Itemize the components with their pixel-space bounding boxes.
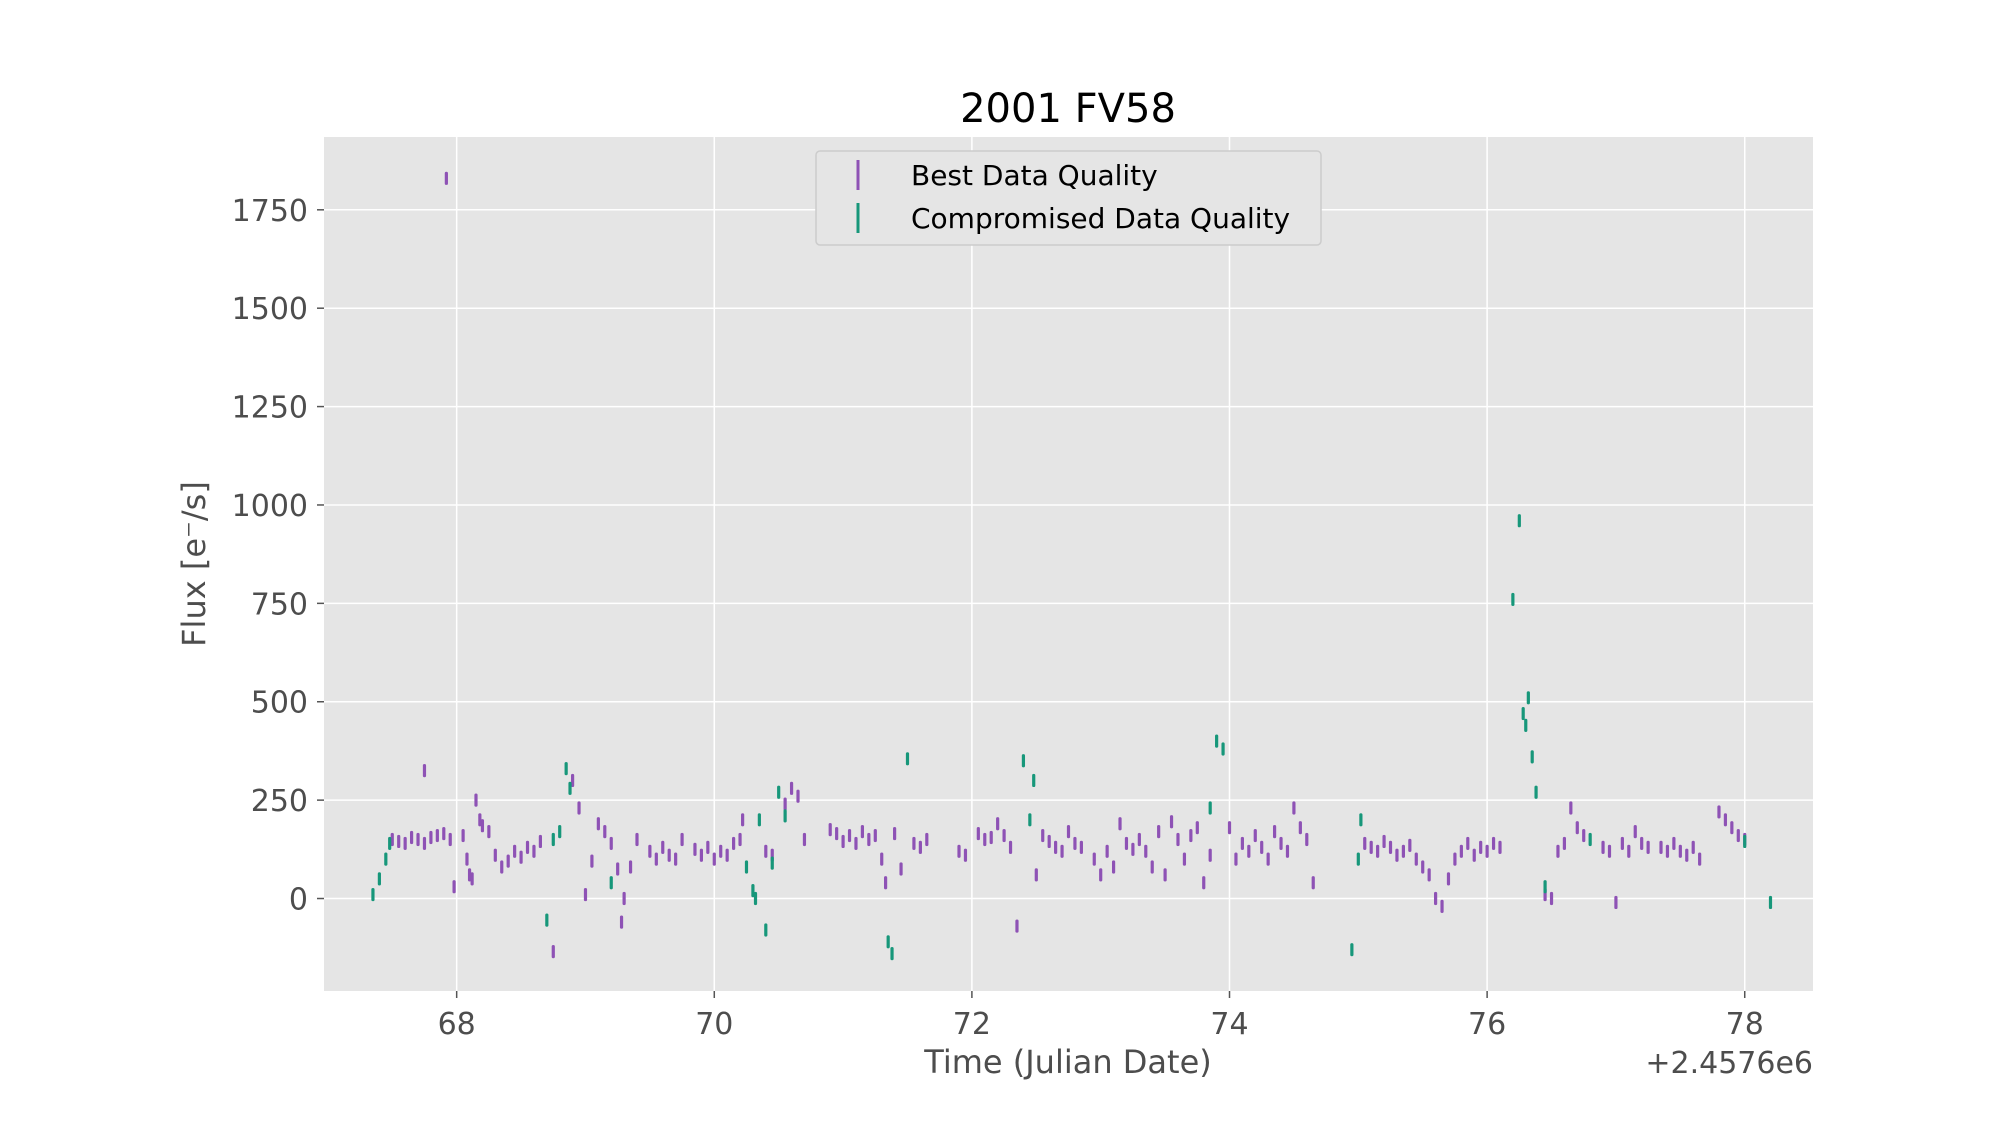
legend: Best Data Quality Compromised Data Quali… [815,150,1322,246]
x-tick-label: 70 [695,1007,733,1042]
x-tick-label: 72 [953,1007,991,1042]
plot-area [324,137,1813,991]
x-tick-label: 74 [1210,1007,1248,1042]
y-tick-label: 750 [251,587,308,622]
x-tick-label: 76 [1468,1007,1506,1042]
x-axis-ticks: 68 70 72 74 76 78 [438,991,1764,1042]
y-tick-label: 1500 [232,292,308,327]
y-tick-label: 250 [251,784,308,819]
x-tick-label: 78 [1726,1007,1764,1042]
legend-box [815,150,1322,246]
x-tick-label: 68 [438,1007,476,1042]
y-tick-label: 1750 [232,194,308,229]
series-best-data-quality [390,171,1747,959]
y-tick-label: 1000 [232,489,308,524]
chart-title: 2001 FV58 [960,86,1176,132]
legend-label-best: Best Data Quality [911,159,1158,192]
data-points [371,171,1773,961]
y-axis-ticks: 0 250 500 750 1000 1250 1500 1750 [232,194,324,918]
series-compromised-data-quality [371,514,1773,961]
x-axis-label: Time (Julian Date) [923,1043,1212,1081]
y-axis-label: Flux [e⁻/s] [175,481,213,647]
y-tick-label: 1250 [232,391,308,426]
y-tick-label: 0 [289,883,308,918]
y-tick-label: 500 [251,686,308,721]
x-offset-text: +2.4576e6 [1645,1046,1813,1081]
legend-label-compromised: Compromised Data Quality [911,202,1290,235]
